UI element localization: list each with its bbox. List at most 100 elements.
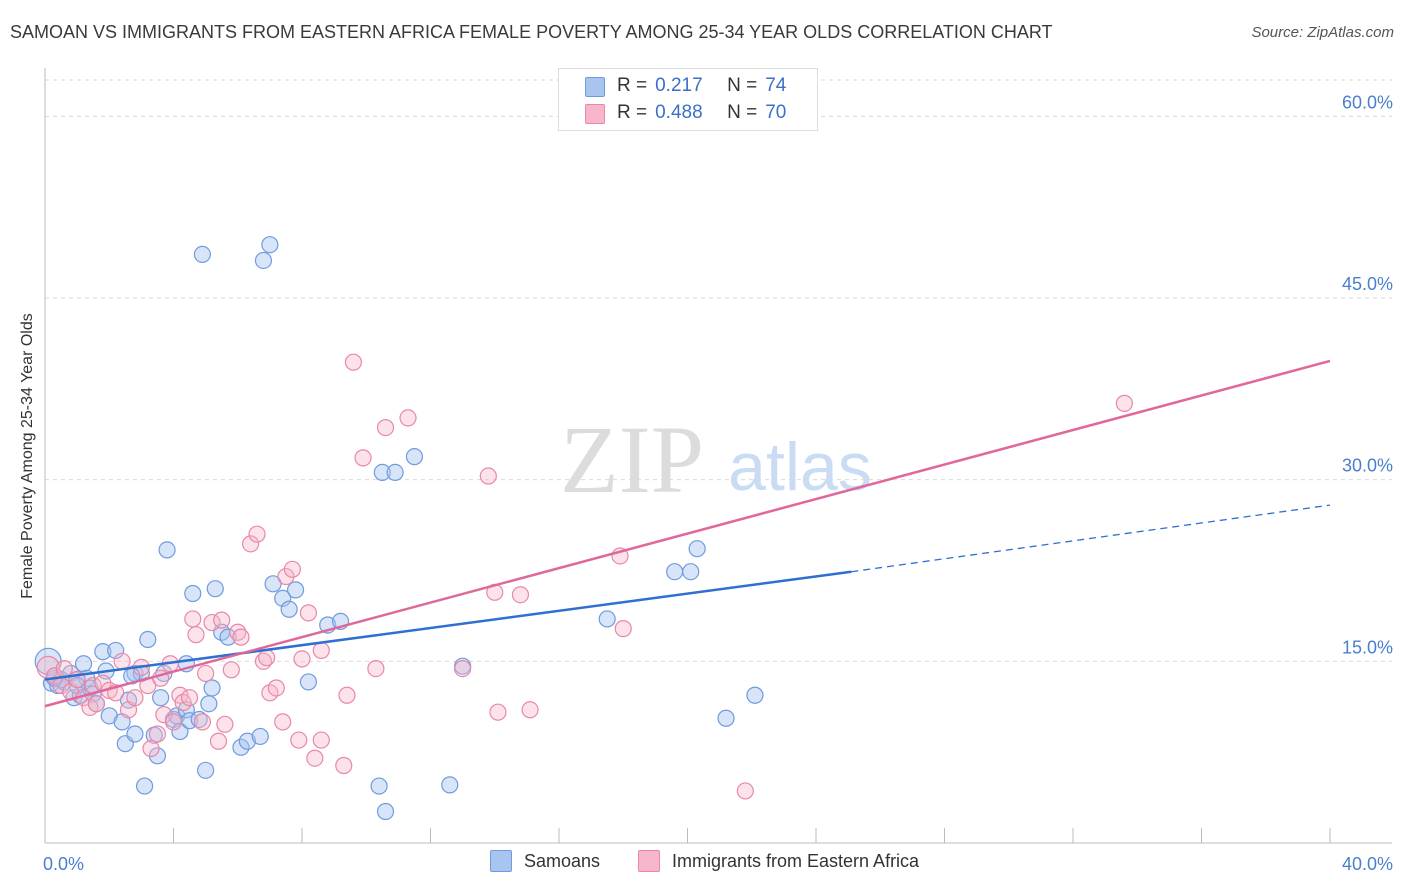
- data-point-eafrica: [290, 731, 308, 749]
- data-point-samoans: [184, 584, 202, 603]
- data-point-eafrica: [306, 749, 324, 767]
- legend-label-samoans: Samoans: [524, 850, 601, 871]
- chart-title: SAMOAN VS IMMIGRANTS FROM EASTERN AFRICA…: [10, 22, 1053, 42]
- legend-swatch-eafrica: [638, 850, 660, 872]
- data-point-eafrica: [229, 623, 247, 641]
- data-point-eafrica: [283, 560, 301, 578]
- series-legend: Samoans Immigrants from Eastern Africa: [0, 850, 1406, 878]
- data-point-samoans: [197, 761, 215, 779]
- legend-label-eafrica: Immigrants from Eastern Africa: [672, 850, 920, 871]
- data-point-samoans: [274, 589, 292, 607]
- data-point-samoans: [107, 641, 125, 660]
- data-point-eafrica: [1115, 394, 1134, 412]
- legend-swatch-samoans: [585, 77, 605, 97]
- data-point-eafrica: [142, 739, 160, 758]
- data-point-eafrica: [267, 679, 285, 697]
- data-point-eafrica: [312, 641, 330, 660]
- data-point-eafrica: [126, 689, 144, 707]
- data-point-eafrica: [344, 353, 362, 371]
- data-point-eafrica: [354, 449, 372, 467]
- data-point-eafrica: [197, 664, 215, 683]
- data-point-samoans: [171, 722, 189, 741]
- data-point-samoans: [135, 777, 154, 795]
- data-point-eafrica: [87, 695, 106, 713]
- y-tick-label: 30.0%: [1342, 456, 1393, 476]
- legend-row-samoans: R = 0.217 N = 74: [585, 73, 787, 99]
- data-point-samoans: [261, 236, 279, 254]
- data-point-eafrica: [293, 650, 311, 668]
- legend-r-value: 0.217: [655, 75, 703, 96]
- data-point-eafrica: [55, 659, 73, 678]
- data-point-samoans: [193, 245, 212, 263]
- series-eafrica-points: [36, 353, 1134, 800]
- data-point-eafrica: [489, 703, 507, 721]
- data-point-samoans: [373, 463, 391, 481]
- data-point-samoans: [139, 630, 157, 649]
- data-point-eafrica: [258, 649, 276, 667]
- data-point-samoans: [251, 727, 269, 746]
- data-point-eafrica: [454, 659, 472, 678]
- data-point-samoans: [376, 802, 395, 821]
- data-point-eafrica: [521, 701, 539, 719]
- watermark-zip: ZIP: [560, 406, 704, 513]
- data-point-samoans: [688, 540, 706, 558]
- data-point-eafrica: [187, 626, 205, 644]
- data-point-samoans: [94, 643, 112, 661]
- data-point-samoans: [254, 251, 273, 270]
- data-point-eafrica: [232, 628, 250, 646]
- data-point-samoans: [280, 600, 298, 618]
- data-point-samoans: [746, 686, 764, 704]
- data-point-eafrica: [213, 611, 231, 629]
- data-point-eafrica: [511, 586, 530, 604]
- data-point-eafrica: [376, 418, 395, 437]
- data-point-eafrica: [209, 732, 228, 750]
- data-point-samoans: [232, 738, 250, 756]
- data-point-samoans: [238, 732, 256, 750]
- data-point-eafrica: [299, 604, 318, 622]
- data-point-samoans: [682, 563, 700, 581]
- trend-line-samoans-projection: [851, 504, 1331, 573]
- data-point-eafrica: [736, 782, 754, 800]
- legend-swatch-eafrica: [585, 104, 605, 124]
- legend-swatch-samoans: [490, 850, 512, 872]
- data-point-eafrica: [312, 731, 330, 749]
- data-point-samoans: [206, 580, 224, 598]
- data-point-samoans: [74, 655, 93, 673]
- data-point-eafrica: [614, 620, 632, 638]
- data-point-samoans: [717, 709, 735, 727]
- watermark-atlas: atlas: [728, 429, 872, 505]
- trend-line-samoans: [44, 570, 852, 681]
- data-point-samoans: [200, 695, 218, 713]
- data-point-eafrica: [242, 535, 260, 553]
- y-tick-label: 15.0%: [1342, 637, 1393, 657]
- x-tick-label-max: 40.0%: [1342, 854, 1393, 874]
- data-point-samoans: [441, 776, 459, 794]
- data-point-samoans: [386, 463, 404, 481]
- legend-r-label: R =: [617, 102, 648, 123]
- watermark: ZIP atlas: [560, 406, 872, 513]
- legend-r-value: 0.488: [655, 102, 703, 123]
- data-point-eafrica: [274, 713, 292, 731]
- trend-lines: [44, 359, 1331, 708]
- data-point-samoans: [126, 725, 144, 743]
- data-point-samoans: [203, 679, 221, 697]
- legend-n-label: N =: [727, 102, 758, 123]
- data-point-samoans: [158, 541, 176, 559]
- data-point-samoans: [219, 628, 237, 646]
- legend-n-value: 70: [765, 102, 787, 123]
- data-point-eafrica: [479, 467, 497, 485]
- data-point-eafrica: [184, 610, 202, 628]
- data-point-eafrica: [216, 715, 234, 733]
- data-point-samoans: [264, 575, 282, 593]
- data-point-eafrica: [180, 689, 199, 707]
- legend-n-value: 74: [765, 75, 787, 96]
- x-tick-label-min: 0.0%: [43, 854, 84, 874]
- y-tick-label: 60.0%: [1342, 92, 1393, 112]
- correlation-legend: R = 0.217 N = 74 R = 0.488 N = 70: [558, 68, 818, 131]
- trend-line-eafrica: [44, 359, 1331, 708]
- data-point-samoans: [405, 448, 424, 466]
- legend-row-eafrica: R = 0.488 N = 70: [585, 100, 787, 126]
- legend-item-samoans: Samoans: [490, 850, 600, 872]
- data-point-eafrica: [335, 756, 353, 775]
